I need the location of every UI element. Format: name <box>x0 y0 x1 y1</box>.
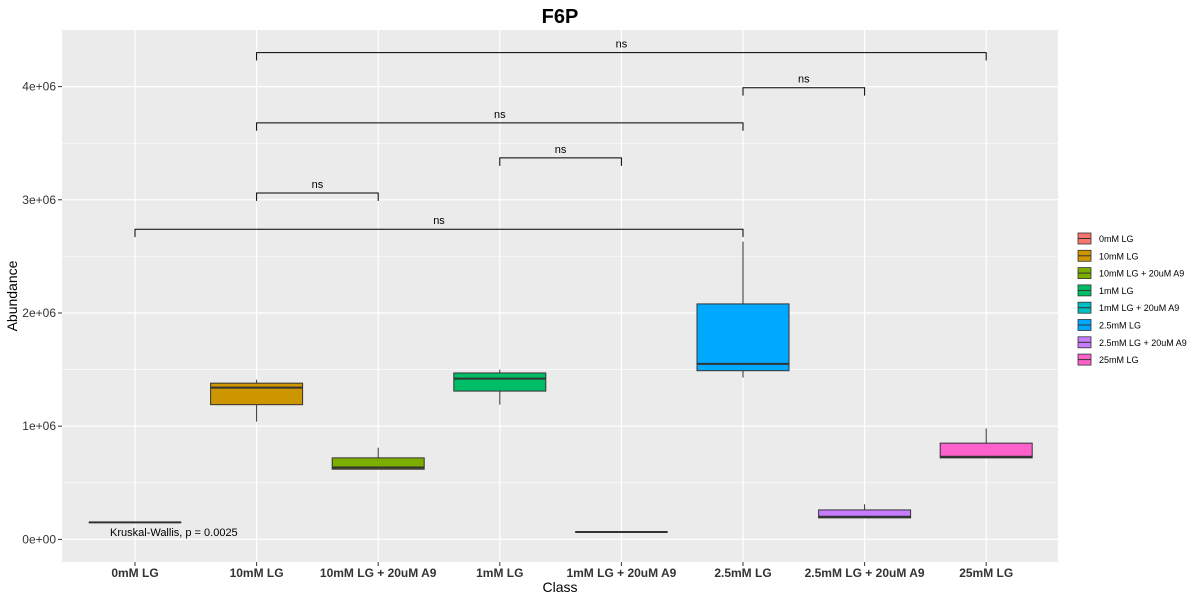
y-tick-label: 4e+06 <box>22 80 56 94</box>
legend-label: 25mM LG <box>1099 355 1139 365</box>
box-body <box>696 303 790 372</box>
legend-item: 2.5mM LG + 20uM A9 <box>1077 336 1187 349</box>
x-tick-label: 1mM LG + 20uM A9 <box>566 566 676 580</box>
box-25mm-lg <box>939 428 1033 459</box>
bracket-label: ns <box>555 144 567 156</box>
legend-label: 1mM LG <box>1099 286 1134 296</box>
y-tick-label: 1e+06 <box>22 419 56 433</box>
bracket-label: ns <box>494 109 506 121</box>
box-body <box>453 372 547 392</box>
bracket-line <box>499 157 622 166</box>
bracket-line <box>742 87 866 96</box>
legend-item: 10mM LG <box>1077 249 1139 262</box>
legend-label: 2.5mM LG <box>1099 321 1141 331</box>
box-body <box>818 509 912 519</box>
x-tick-label: 25mM LG <box>959 566 1013 580</box>
bracket-line <box>256 192 379 201</box>
comparison-brackets: ns ns ns ns ns ns <box>134 39 987 238</box>
legend-label: 10mM LG + 20uM A9 <box>1099 269 1184 279</box>
box-body <box>210 382 304 406</box>
legend-item: 1mM LG <box>1077 284 1134 297</box>
y-tick-label: 2e+06 <box>22 306 56 320</box>
legend-item: 25mM LG <box>1077 353 1139 366</box>
comparison-bracket: ns <box>256 39 987 61</box>
bracket-line <box>256 122 744 131</box>
x-tick-label: 10mM LG <box>230 566 284 580</box>
plot-panel <box>62 30 1058 562</box>
chart-title: F6P <box>542 6 579 28</box>
grid-major <box>62 30 1058 562</box>
box-2-5mm-lg <box>696 241 790 378</box>
comparison-bracket: ns <box>256 179 379 201</box>
x-tick-label: 1mM LG <box>476 566 523 580</box>
box-2-5mm-lg-20um-a9 <box>818 504 912 519</box>
legend-item: 10mM LG + 20uM A9 <box>1077 267 1184 280</box>
box-series <box>88 241 1033 534</box>
bracket-label: ns <box>798 74 810 86</box>
x-tick-label: 10mM LG + 20uM A9 <box>320 566 437 580</box>
box-10mm-lg-20um-a9 <box>331 447 425 470</box>
legend-label: 1mM LG + 20uM A9 <box>1099 303 1179 313</box>
comparison-bracket: ns <box>742 74 866 96</box>
legend-label: 10mM LG <box>1099 251 1139 261</box>
legend-item: 1mM LG + 20uM A9 <box>1077 301 1179 314</box>
y-tick-label: 3e+06 <box>22 193 56 207</box>
grid-minor <box>62 142 1058 484</box>
kruskal-wallis-annotation: Kruskal-Wallis, p = 0.0025 <box>110 527 238 539</box>
bracket-line <box>256 52 987 61</box>
comparison-bracket: ns <box>134 215 744 238</box>
comparison-bracket: ns <box>499 144 622 166</box>
y-axis-ticks: 0e+00 1e+06 2e+06 3e+06 4e+06 <box>22 80 62 546</box>
x-tick-label: 2.5mM LG + 20uM A9 <box>805 566 925 580</box>
bracket-label: ns <box>616 39 628 51</box>
legend: 0mM LG 10mM LG 10mM LG + 20uM A9 1mM LG 1mM … <box>1077 232 1187 366</box>
legend-item: 0mM LG <box>1077 232 1134 245</box>
box-body <box>939 442 1033 459</box>
bracket-label: ns <box>312 179 324 191</box>
legend-label: 2.5mM LG + 20uM A9 <box>1099 338 1187 348</box>
x-axis-ticks: 0mM LG 10mM LG 10mM LG + 20uM A9 1mM LG 1mM … <box>111 562 1013 580</box>
comparison-bracket: ns <box>256 109 744 131</box>
bracket-label: ns <box>433 215 445 227</box>
box-1mm-lg <box>453 369 547 405</box>
legend-label: 0mM LG <box>1099 234 1134 244</box>
bracket-line <box>134 228 744 238</box>
box-body <box>331 457 425 470</box>
x-axis-title: Class <box>542 579 577 595</box>
x-tick-label: 2.5mM LG <box>714 566 771 580</box>
legend-item: 2.5mM LG <box>1077 319 1141 331</box>
x-tick-label: 0mM LG <box>111 566 158 580</box>
box-10mm-lg <box>210 379 304 422</box>
y-axis-title: Abundance <box>4 260 20 331</box>
y-tick-label: 0e+00 <box>22 532 56 546</box>
